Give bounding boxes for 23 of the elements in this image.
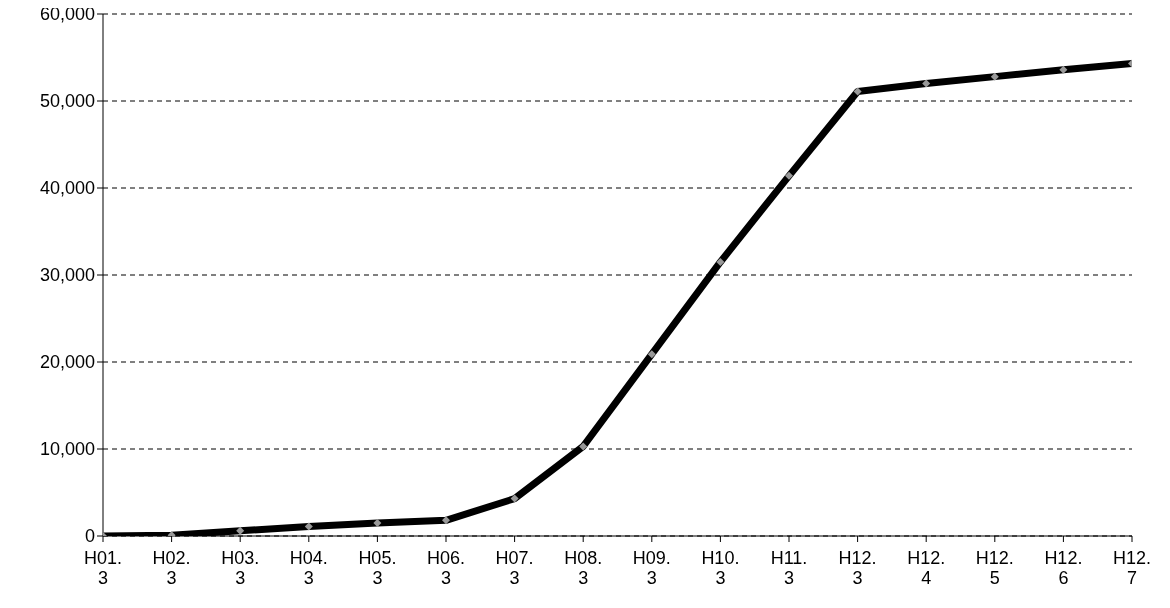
x-tick-label: H07. 3 xyxy=(495,548,534,588)
x-tick-label: H06. 3 xyxy=(426,548,466,588)
y-tick-label: 0 xyxy=(84,526,95,547)
x-tick-label: H03. 3 xyxy=(221,548,260,588)
x-tick-label: H02. 3 xyxy=(152,548,191,588)
x-tick-label: H05. 3 xyxy=(358,548,397,588)
y-tick-label: 10,000 xyxy=(39,439,95,460)
x-tick-label: H01. 3 xyxy=(83,548,123,588)
x-tick-label: H12. 3 xyxy=(838,548,877,588)
y-tick-label: 50,000 xyxy=(39,91,95,112)
x-tick-label: H12. 5 xyxy=(975,548,1014,588)
y-tick-label: 20,000 xyxy=(39,352,95,373)
x-tick-label: H12. 4 xyxy=(907,548,946,588)
x-tick-label: H09. 3 xyxy=(632,548,671,588)
x-tick-label: H04. 3 xyxy=(289,548,328,588)
x-tick-label: H10. 3 xyxy=(701,548,740,588)
y-tick-label: 40,000 xyxy=(39,178,95,199)
x-tick-label: H08. 3 xyxy=(564,548,603,588)
x-tick-label: H11. 3 xyxy=(770,548,808,588)
y-tick-label: 60,000 xyxy=(39,4,95,25)
x-tick-label: H12. 6 xyxy=(1044,548,1083,588)
y-tick-label: 30,000 xyxy=(39,265,95,286)
x-tick-label: H12. 7 xyxy=(1112,548,1152,588)
